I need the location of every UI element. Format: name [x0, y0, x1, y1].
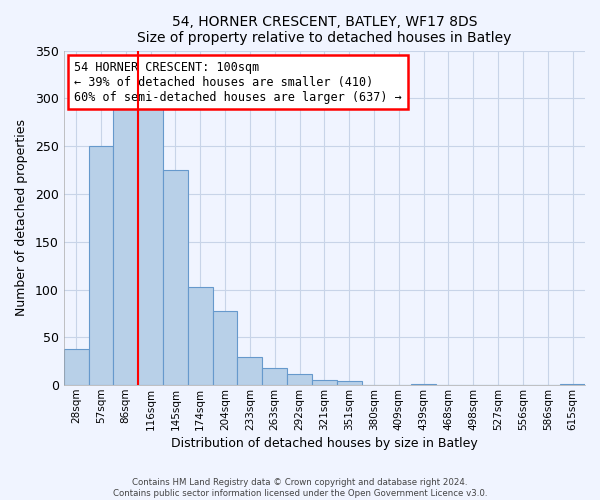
Bar: [411, 384, 436, 385]
Bar: [337, 382, 362, 385]
Text: Contains HM Land Registry data © Crown copyright and database right 2024.
Contai: Contains HM Land Registry data © Crown c…: [113, 478, 487, 498]
Bar: [188, 286, 212, 385]
Bar: [163, 170, 188, 385]
X-axis label: Distribution of detached houses by size in Batley: Distribution of detached houses by size …: [171, 437, 478, 450]
Bar: [212, 310, 238, 385]
Y-axis label: Number of detached properties: Number of detached properties: [15, 120, 28, 316]
Bar: [287, 374, 312, 385]
Bar: [560, 384, 585, 385]
Title: 54, HORNER CRESCENT, BATLEY, WF17 8DS
Size of property relative to detached hous: 54, HORNER CRESCENT, BATLEY, WF17 8DS Si…: [137, 15, 512, 45]
Bar: [138, 106, 163, 385]
Bar: [89, 146, 113, 385]
Bar: [113, 106, 138, 385]
Bar: [312, 380, 337, 385]
Bar: [64, 349, 89, 385]
Bar: [262, 368, 287, 385]
Bar: [238, 358, 262, 385]
Text: 54 HORNER CRESCENT: 100sqm
← 39% of detached houses are smaller (410)
60% of sem: 54 HORNER CRESCENT: 100sqm ← 39% of deta…: [74, 60, 402, 104]
